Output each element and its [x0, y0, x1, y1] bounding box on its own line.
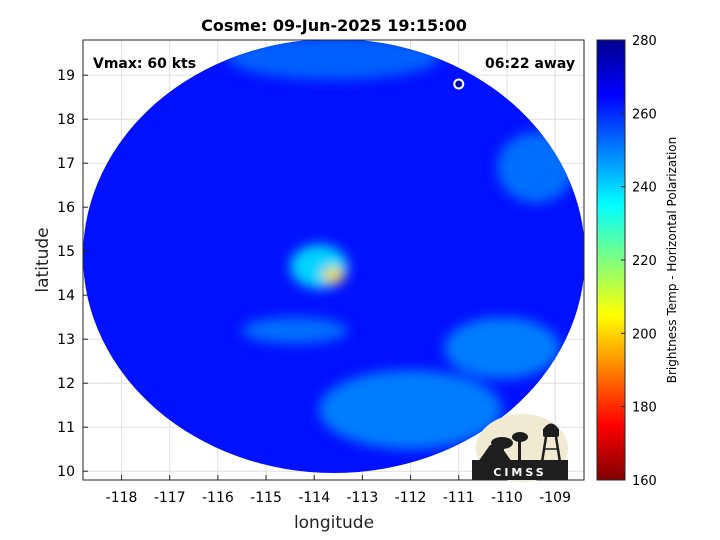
colorbar-tick-label: 260 [632, 107, 657, 122]
y-tick-label: 16 [57, 200, 75, 216]
y-axis-label: latitude [33, 227, 53, 292]
x-tick-label: -112 [395, 490, 427, 506]
y-tick-label: 11 [57, 420, 75, 436]
chart-title: Cosme: 09-Jun-2025 19:15:00 [201, 16, 467, 35]
heatmap-north-edge [227, 40, 440, 80]
storm-symbol-icon [453, 78, 465, 90]
x-tick-label: -109 [539, 490, 571, 506]
y-tick-label: 19 [57, 68, 75, 84]
colorbar-tick-label: 200 [632, 327, 657, 342]
x-axis: -118 -117 -116 -115 -114 -113 -112 -111 -110 -109 [106, 475, 571, 506]
x-tick-label: -115 [250, 490, 282, 506]
y-tick-label: 12 [57, 376, 75, 392]
y-tick-label: 15 [57, 244, 75, 260]
x-tick-label: -114 [298, 490, 330, 506]
colorbar-tick-label: 160 [632, 474, 657, 489]
y-tick-label: 13 [57, 332, 75, 348]
colorbar-label: Brightness Temp - Horizontal Polarizatio… [665, 137, 679, 384]
y-axis: 10 11 12 13 14 15 16 17 18 19 [57, 68, 88, 480]
axes-frame [82, 39, 585, 481]
colorbar-tick-label: 240 [632, 181, 657, 196]
x-tick-label: -117 [154, 490, 186, 506]
x-tick-label: -118 [106, 490, 138, 506]
x-tick-label: -111 [443, 490, 475, 506]
y-tick-label: 10 [57, 464, 75, 480]
x-tick-label: -110 [491, 490, 523, 506]
heatmap-eye-core [322, 267, 345, 284]
y-tick-label: 18 [57, 112, 75, 128]
y-tick-label: 14 [57, 288, 75, 304]
heatmap-rainband [444, 317, 560, 379]
swath-heatmap [83, 40, 584, 473]
cimss-logo: CIMSS [472, 414, 568, 482]
y-tick-label: 17 [57, 156, 75, 172]
colorbar [596, 39, 626, 481]
x-tick-label: -113 [347, 490, 379, 506]
colorbar-tick-label: 220 [632, 254, 657, 269]
vmax-annotation: Vmax: 60 kts [93, 56, 196, 72]
x-axis-label: longitude [294, 513, 374, 533]
heatmap-rainband [241, 317, 348, 344]
colorbar-tick-label: 180 [632, 401, 657, 416]
colorbar-tick-label: 280 [632, 34, 657, 49]
heatmap-rainband [319, 370, 503, 450]
x-tick-label: -116 [202, 490, 234, 506]
logo-text: CIMSS [493, 466, 546, 479]
colorbar-ticks: 160 180 200 220 240 260 280 [621, 34, 657, 489]
time-away-annotation: 06:22 away [485, 56, 575, 72]
